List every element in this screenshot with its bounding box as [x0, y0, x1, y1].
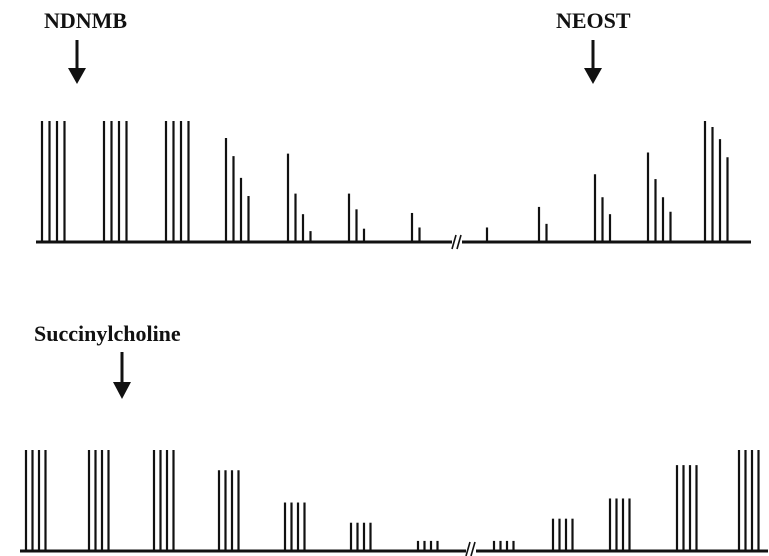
- succinylcholine-arrow: [113, 352, 131, 399]
- bottom-break-mark: [465, 541, 476, 556]
- top-twitch-responses: [40, 121, 729, 242]
- ndnmb-label: NDNMB: [44, 8, 127, 33]
- neost-label: NEOST: [556, 8, 631, 33]
- ndnmb-arrow: [68, 40, 86, 84]
- neost-arrow: [584, 40, 602, 84]
- bottom-twitch-responses: [24, 450, 760, 551]
- succinylcholine-label: Succinylcholine: [34, 321, 181, 346]
- top-break-mark: [451, 234, 462, 250]
